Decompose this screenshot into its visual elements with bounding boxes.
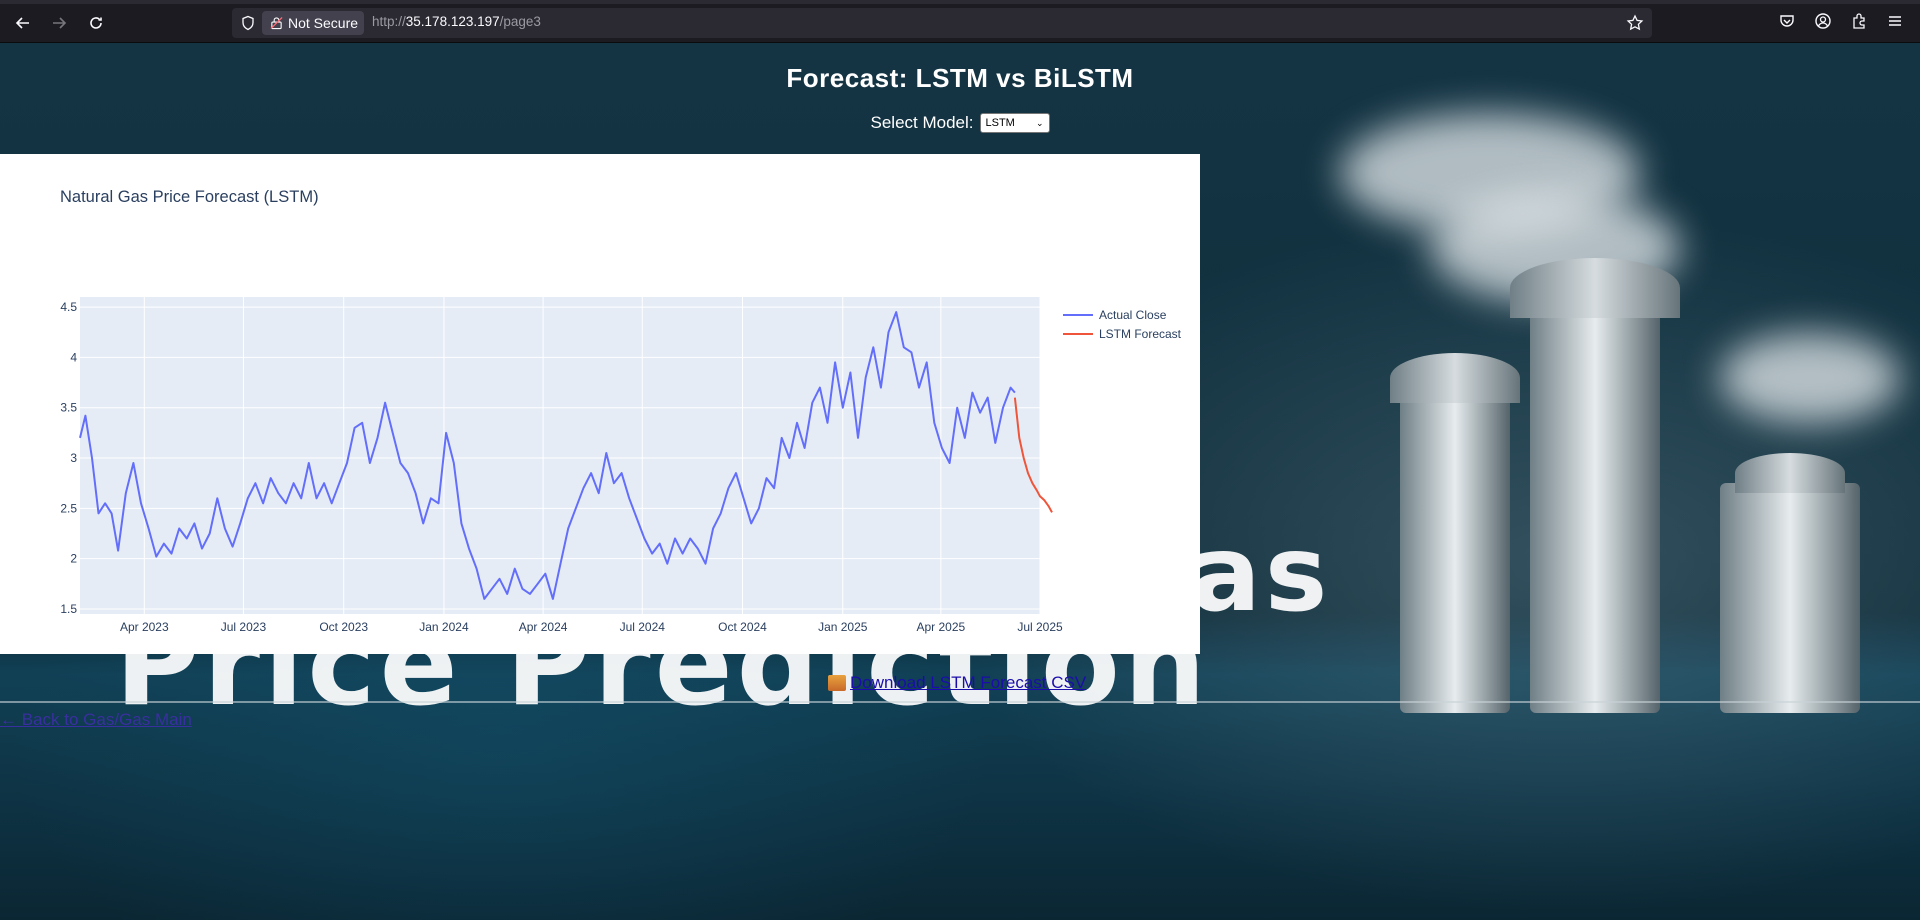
chart-card: Natural Gas Price Forecast (LSTM) 1.5 2 2.… — [0, 154, 1200, 654]
x-tick-label: Apr 2025 — [916, 620, 965, 634]
lstm-forecast-line — [1013, 397, 1053, 513]
select-model-label: Select Model: — [870, 113, 974, 132]
shield-icon[interactable] — [240, 15, 256, 31]
smoke-cloud — [1720, 333, 1900, 423]
model-select[interactable]: LSTM ⌄ — [979, 113, 1050, 133]
url-scheme: http:// — [372, 14, 406, 29]
lock-insecure-icon — [270, 16, 283, 30]
extensions-icon[interactable] — [1850, 12, 1870, 32]
refinery-tower — [1530, 293, 1660, 713]
y-tick-label: 2 — [70, 552, 77, 566]
x-tick-label: Jul 2023 — [221, 620, 267, 634]
y-tick-label: 4 — [70, 350, 77, 364]
refinery-tower-cap — [1390, 353, 1520, 403]
forward-arrow-icon[interactable] — [46, 10, 72, 36]
refinery-tower-cap — [1510, 258, 1680, 318]
download-link-text: Download LSTM Forecast CSV — [850, 673, 1087, 692]
x-tick-label: Jan 2025 — [818, 620, 868, 634]
url-host: 35.178.123.197 — [405, 14, 500, 29]
refinery-tower-cap — [1735, 453, 1845, 493]
x-tick-label: Jan 2024 — [419, 620, 469, 634]
y-tick-label: 3.5 — [60, 401, 77, 415]
chart-legend[interactable]: Actual Close LSTM Forecast — [1063, 305, 1181, 343]
x-tick-label: Oct 2024 — [718, 620, 767, 634]
y-tick-label: 3 — [70, 451, 77, 465]
line-chart[interactable]: 1.5 2 2.5 3 3.5 4 4.5 Apr 2023 Jul 2023 Oct 2023 J… — [0, 154, 1200, 654]
back-link[interactable]: ← Back to Gas/Gas Main — [0, 710, 192, 729]
model-select-value: LSTM — [985, 117, 1015, 129]
pocket-icon[interactable] — [1778, 12, 1798, 32]
x-tick-label: Apr 2024 — [519, 620, 568, 634]
divider — [0, 701, 1920, 703]
download-link[interactable]: Download LSTM Forecast CSV — [828, 673, 1086, 693]
chart-title: Natural Gas Price Forecast (LSTM) — [60, 188, 319, 206]
y-tick-label: 4.5 — [60, 300, 77, 314]
legend-swatch — [1063, 313, 1093, 316]
page-title: Forecast: LSTM vs BiLSTM — [786, 63, 1134, 93]
x-tick-label: Oct 2023 — [319, 620, 368, 634]
actual-close-line — [79, 311, 1016, 600]
inbox-tray-icon — [828, 675, 846, 691]
legend-label: LSTM Forecast — [1099, 326, 1182, 341]
legend-label: Actual Close — [1099, 307, 1167, 322]
background-word: as — [1190, 513, 1332, 635]
reload-icon[interactable] — [83, 10, 109, 36]
x-tick-label: Apr 2023 — [120, 620, 169, 634]
back-arrow-icon[interactable] — [10, 10, 36, 36]
chevron-down-icon: ⌄ — [1035, 117, 1044, 128]
refinery-tower — [1400, 383, 1510, 713]
page-content: as Price Prediction Forecast: LSTM vs Bi… — [0, 43, 1920, 920]
plot-area — [80, 297, 1040, 614]
y-tick-label: 2.5 — [60, 501, 77, 515]
browser-toolbar: Not Secure http://35.178.123.197/page3 — [0, 0, 1920, 43]
url-path: /page3 — [499, 14, 541, 29]
bookmark-star-icon[interactable] — [1626, 14, 1644, 32]
legend-item-forecast[interactable]: LSTM Forecast — [1063, 324, 1181, 343]
legend-swatch — [1063, 332, 1093, 335]
x-tick-label: Jul 2025 — [1017, 620, 1063, 634]
account-icon[interactable] — [1814, 12, 1834, 32]
security-label: Not Secure — [288, 15, 359, 31]
url-text[interactable]: http://35.178.123.197/page3 — [372, 14, 541, 29]
menu-icon[interactable] — [1886, 12, 1906, 32]
address-bar[interactable]: Not Secure http://35.178.123.197/page3 — [232, 8, 1652, 38]
not-secure-badge[interactable]: Not Secure — [262, 11, 365, 35]
x-tick-label: Jul 2024 — [620, 620, 666, 634]
refinery-tower — [1720, 483, 1860, 713]
y-tick-label: 1.5 — [60, 602, 77, 616]
model-selector-row: Select Model: LSTM ⌄ — [0, 113, 1920, 133]
legend-item-actual[interactable]: Actual Close — [1063, 305, 1181, 324]
tab-strip — [0, 0, 1920, 4]
